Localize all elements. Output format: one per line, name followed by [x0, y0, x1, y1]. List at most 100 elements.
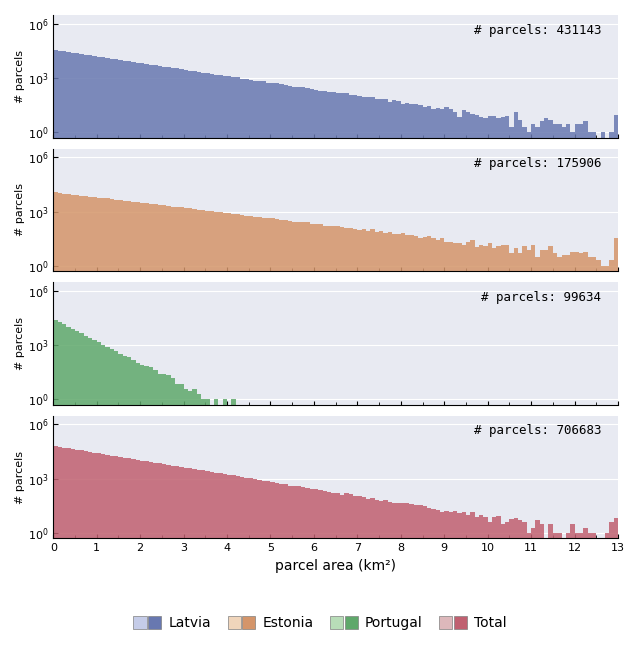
Bar	[522, 127, 527, 646]
Bar	[392, 503, 396, 646]
Bar	[305, 488, 310, 646]
Bar	[475, 247, 479, 646]
Bar	[396, 234, 401, 646]
Bar	[514, 248, 518, 646]
Bar	[210, 211, 214, 646]
Bar	[548, 120, 553, 646]
Bar	[184, 70, 188, 646]
Bar	[605, 266, 609, 646]
Bar	[349, 494, 353, 646]
Bar	[140, 63, 145, 646]
Bar	[179, 69, 184, 646]
Bar	[453, 511, 457, 646]
Bar	[162, 205, 166, 646]
Bar	[166, 375, 171, 646]
Bar	[292, 222, 296, 646]
Bar	[166, 206, 171, 646]
Bar	[62, 448, 67, 646]
Bar	[279, 84, 284, 646]
Bar	[149, 367, 153, 646]
Bar	[540, 121, 544, 646]
Bar	[422, 506, 427, 646]
Bar	[184, 468, 188, 646]
Bar	[318, 224, 323, 646]
Bar	[136, 202, 140, 646]
Bar	[583, 121, 588, 646]
Bar	[127, 61, 131, 646]
Bar	[318, 490, 323, 646]
Bar	[192, 209, 196, 646]
Bar	[157, 66, 162, 646]
Bar	[257, 481, 262, 646]
Bar	[553, 533, 557, 646]
Bar	[497, 118, 500, 646]
Bar	[536, 127, 540, 646]
Bar	[118, 353, 123, 646]
Bar	[79, 333, 84, 646]
Bar	[349, 95, 353, 646]
Bar	[497, 246, 500, 646]
Bar	[179, 384, 184, 646]
Bar	[483, 118, 488, 646]
Bar	[175, 68, 179, 646]
Bar	[232, 475, 236, 646]
Bar	[505, 116, 509, 646]
Bar	[262, 81, 266, 646]
Bar	[140, 203, 145, 646]
Bar	[58, 322, 62, 646]
Bar	[431, 238, 436, 646]
Bar	[492, 248, 497, 646]
Bar	[310, 489, 314, 646]
Bar	[249, 216, 253, 646]
Bar	[479, 245, 483, 646]
Bar	[609, 522, 614, 646]
Bar	[244, 216, 249, 646]
Bar	[579, 533, 583, 646]
Bar	[145, 64, 149, 646]
Bar	[592, 132, 596, 646]
Bar	[236, 476, 240, 646]
Bar	[62, 52, 67, 646]
Bar	[214, 473, 218, 646]
Bar	[605, 533, 609, 646]
Bar	[410, 504, 414, 646]
Bar	[70, 329, 75, 646]
Bar	[296, 87, 301, 646]
Bar	[540, 525, 544, 646]
Bar	[588, 132, 592, 646]
Bar	[109, 455, 114, 646]
Bar	[240, 79, 244, 646]
Bar	[184, 388, 188, 646]
Bar	[427, 508, 431, 646]
Bar	[223, 399, 227, 646]
Bar	[488, 522, 492, 646]
Bar	[575, 252, 579, 646]
Bar	[79, 54, 84, 646]
Bar	[162, 67, 166, 646]
Bar	[583, 252, 588, 646]
Bar	[557, 533, 561, 646]
Bar	[218, 212, 223, 646]
Bar	[357, 96, 362, 646]
Bar	[288, 486, 292, 646]
Bar	[466, 242, 470, 646]
Bar	[210, 472, 214, 646]
Bar	[79, 450, 84, 646]
Bar	[340, 94, 344, 646]
Bar	[536, 257, 540, 646]
Bar	[544, 118, 548, 646]
Bar	[127, 458, 131, 646]
Bar	[401, 503, 405, 646]
Bar	[475, 517, 479, 646]
Bar	[544, 249, 548, 646]
Bar	[548, 525, 553, 646]
Bar	[201, 72, 205, 646]
Bar	[101, 345, 106, 646]
Bar	[301, 87, 305, 646]
Bar	[422, 107, 427, 646]
Bar	[483, 245, 488, 646]
Bar	[357, 496, 362, 646]
Bar	[461, 512, 466, 646]
Bar	[436, 109, 440, 646]
Bar	[188, 391, 192, 646]
